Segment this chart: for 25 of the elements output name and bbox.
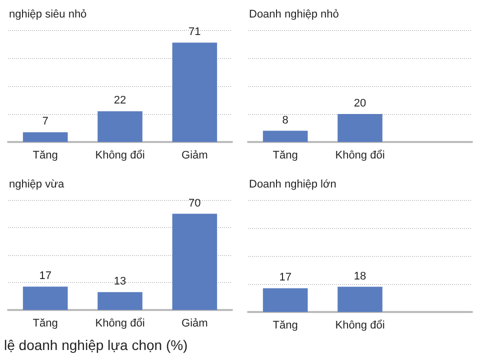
- x-tick-label: Không đổi: [95, 150, 145, 162]
- data-label: 18: [354, 270, 366, 282]
- data-label: 7: [42, 116, 48, 128]
- data-label: 70: [188, 197, 201, 210]
- chart-title: Doanh nghiệp nhỏ: [249, 8, 339, 20]
- x-tick-label: Không đổi: [95, 318, 145, 330]
- x-tick-label: Tăng: [272, 320, 298, 332]
- data-label: 17: [39, 270, 52, 282]
- data-label: 20: [354, 98, 366, 110]
- chart-title: nghiệp siêu nhỏ: [9, 8, 87, 20]
- data-label: 22: [114, 94, 126, 107]
- data-label: 71: [188, 26, 201, 38]
- chart-title: Doanh nghiệp lớn: [249, 178, 336, 190]
- x-tick-label: Tăng: [272, 150, 298, 162]
- x-tick-label: Giảm: [182, 318, 208, 330]
- data-label: 17: [279, 272, 292, 284]
- x-tick-label: Tăng: [32, 150, 58, 162]
- x-tick-label: Không đổi: [335, 320, 385, 332]
- data-label: 8: [282, 114, 288, 126]
- x-tick-label: Không đổi: [335, 150, 385, 162]
- x-tick-label: Giảm: [182, 150, 208, 162]
- text: lệ doanh nghiệp lựa chọn (%): [4, 337, 188, 353]
- chart-title: nghiệp vừa: [9, 178, 65, 190]
- data-label: 13: [114, 276, 126, 288]
- x-tick-label: Tăng: [32, 318, 58, 330]
